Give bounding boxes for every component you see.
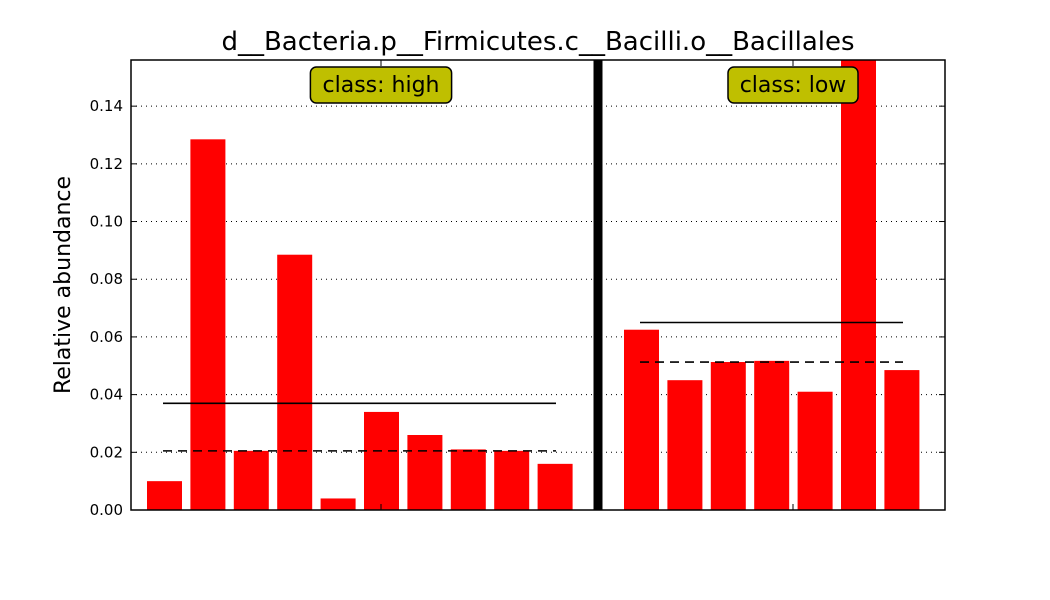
bar-low — [797, 391, 833, 510]
y-tick-label: 0.10 — [90, 213, 123, 231]
bar-high — [407, 435, 443, 510]
bar-low — [884, 370, 920, 510]
bar-high — [147, 481, 182, 510]
y-tick-label: 0.14 — [90, 97, 123, 115]
bar-high — [494, 450, 530, 510]
class-label-box — [309, 66, 453, 104]
bar-high — [320, 498, 356, 510]
class-label: class: low — [740, 73, 847, 98]
bar-high — [190, 139, 226, 511]
bar-low — [624, 329, 659, 510]
class-label: class: high — [323, 73, 440, 98]
bar-low — [710, 362, 746, 510]
bar-high — [364, 411, 399, 510]
bar-low — [754, 360, 790, 510]
y-tick-label: 0.12 — [90, 155, 123, 173]
y-tick-label: 0.08 — [90, 270, 123, 288]
y-tick-label: 0.00 — [90, 501, 123, 519]
bar-low — [841, 60, 876, 510]
y-tick-label: 0.02 — [90, 443, 123, 461]
bar-low — [667, 380, 703, 510]
bar-high — [233, 450, 269, 510]
y-tick-label: 0.04 — [90, 386, 123, 404]
bar-high — [277, 254, 313, 510]
y-tick-label: 0.06 — [90, 328, 123, 346]
bar-high — [450, 449, 486, 510]
y-axis-label: Relative abundance — [51, 176, 76, 394]
class-label-box — [727, 66, 859, 104]
chart-title: d__Bacteria.p__Firmicutes.c__Bacilli.o__… — [221, 27, 854, 57]
plot-area: 0.00 0.02 0.04 0.06 0.08 0.10 0.12 0.14 class: h… — [90, 59, 946, 519]
bar-high — [537, 463, 573, 510]
plot-frame — [130, 59, 946, 511]
